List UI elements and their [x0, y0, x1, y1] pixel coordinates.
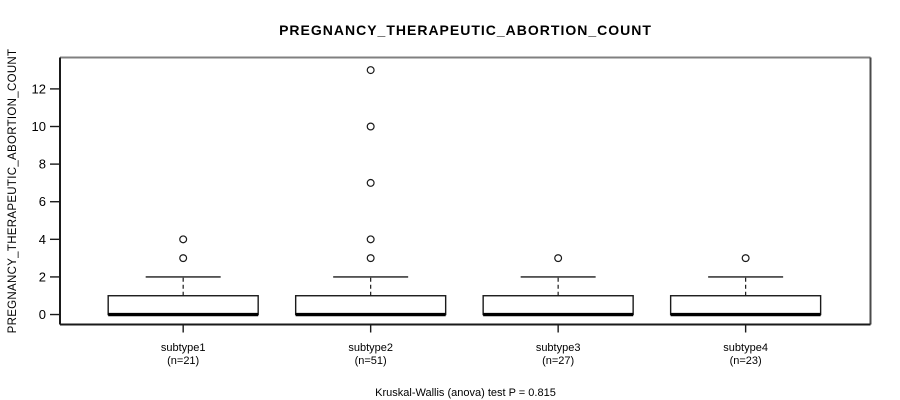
- group-n-count: (n=23): [729, 355, 762, 367]
- y-tick-label: 2: [39, 269, 46, 284]
- chart-title: PREGNANCY_THERAPEUTIC_ABORTION_COUNT: [279, 22, 652, 38]
- group-name: subtype3: [535, 342, 581, 354]
- group-name: subtype2: [348, 342, 393, 354]
- box: [669, 295, 822, 316]
- group-n-count: (n=51): [354, 355, 387, 367]
- y-tick-label: 8: [39, 157, 46, 172]
- y-tick-label: 6: [39, 194, 46, 209]
- group-n-count: (n=21): [167, 355, 200, 367]
- stat-test-caption: Kruskal-Wallis (anova) test P = 0.815: [375, 387, 556, 399]
- outlier-point: [179, 235, 188, 244]
- outlier-point: [179, 254, 188, 263]
- y-tick-label: 12: [32, 81, 46, 96]
- y-tick-label: 0: [39, 307, 46, 322]
- y-tick-label: 4: [39, 232, 46, 247]
- y-tick-label: 10: [32, 119, 46, 134]
- outlier-point: [366, 122, 375, 131]
- outlier-point: [366, 66, 375, 75]
- box: [294, 295, 447, 316]
- outlier-point: [741, 254, 750, 263]
- x-group-label: subtype3 (n=27): [488, 342, 628, 368]
- box: [482, 295, 634, 316]
- group-n-count: (n=27): [542, 355, 575, 367]
- outlier-point: [366, 254, 375, 263]
- x-group-label: subtype1 (n=21): [113, 342, 253, 368]
- outlier-point: [554, 254, 563, 263]
- group-name: subtype1: [160, 342, 206, 354]
- outlier-point: [366, 235, 375, 244]
- outlier-point: [366, 178, 375, 187]
- x-group-label: subtype2 (n=51): [301, 342, 441, 368]
- x-group-label: subtype4 (n=23): [676, 342, 816, 368]
- box: [107, 295, 259, 316]
- group-name: subtype4: [723, 342, 768, 354]
